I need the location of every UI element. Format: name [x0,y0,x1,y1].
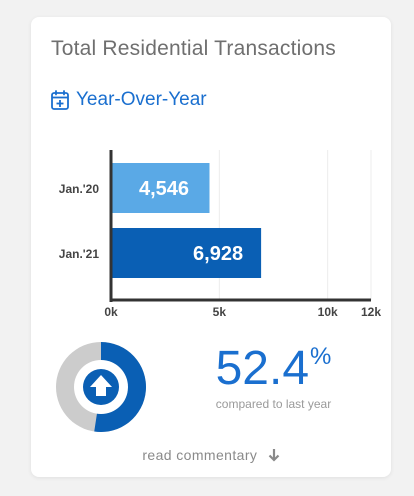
bar-value-label: 4,546 [139,178,189,200]
progress-ring [56,342,146,432]
x-tick-label: 10k [318,305,338,319]
card-title: Total Residential Transactions [51,37,336,60]
read-commentary-link[interactable]: read commentary [31,447,391,463]
category-label: Jan.'20 [59,182,100,196]
category-label: Jan.'21 [59,247,100,261]
transactions-card: Total Residential Transactions Year-Over… [31,17,391,477]
subtitle-row: Year-Over-Year [51,88,207,112]
bar-value-label: 6,928 [193,243,243,265]
read-commentary-label: read commentary [142,447,258,463]
bar [112,163,210,213]
up-arrow-icon [83,369,119,405]
x-tick-label: 0k [104,305,118,319]
percent-value: 52.4 [215,342,310,395]
percent-symbol: % [310,343,332,370]
bar-chart: 4,546 Jan.'20 6,928 Jan.'21 0k 5k 10k 12k [59,150,381,319]
bar [112,228,262,278]
compare-text: compared to last year [215,397,332,411]
x-tick-label: 5k [213,305,227,319]
x-tick-label: 12k [361,305,381,319]
subtitle: Year-Over-Year [76,89,207,110]
calendar-plus-icon [51,90,69,110]
down-arrow-icon [268,449,279,462]
percent-block: 52.4% compared to last year [201,342,346,412]
